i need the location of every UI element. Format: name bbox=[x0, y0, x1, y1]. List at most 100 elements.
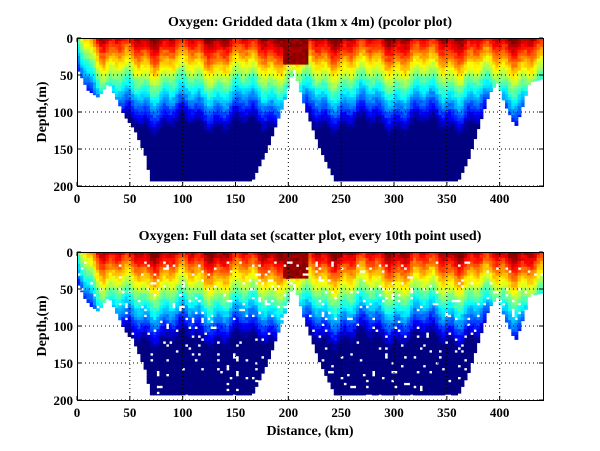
heat-cell bbox=[327, 46, 332, 51]
heat-cell bbox=[118, 41, 122, 45]
heat-cell bbox=[416, 55, 420, 60]
heat-cell bbox=[146, 153, 151, 157]
heat-cell bbox=[387, 117, 392, 122]
heat-cell bbox=[317, 100, 322, 104]
heat-cell bbox=[454, 112, 458, 116]
heat-cell bbox=[254, 159, 259, 163]
heat-cell bbox=[324, 43, 329, 48]
heat-cell bbox=[400, 82, 405, 86]
heat-cell bbox=[184, 168, 189, 172]
heat-cell bbox=[416, 135, 420, 140]
heat-cell bbox=[406, 168, 411, 172]
heat-cell bbox=[330, 135, 335, 140]
heat-cell bbox=[327, 76, 332, 81]
heat-cell bbox=[213, 91, 218, 95]
heat-cell bbox=[219, 112, 224, 116]
heat-cell bbox=[409, 168, 414, 172]
heat-cell bbox=[213, 168, 218, 172]
heat-cell bbox=[99, 79, 103, 83]
heat-cell bbox=[260, 85, 265, 89]
heat-cell bbox=[207, 64, 211, 69]
heat-cell bbox=[406, 52, 411, 57]
heat-cell bbox=[346, 76, 351, 81]
heat-cell bbox=[336, 129, 341, 134]
heat-cell bbox=[168, 156, 173, 160]
heat-cell bbox=[181, 43, 186, 48]
heat-cell bbox=[229, 174, 233, 178]
heat-cell bbox=[210, 73, 214, 78]
heat-cell bbox=[419, 126, 424, 131]
heat-cell bbox=[403, 144, 408, 149]
heat-cell bbox=[248, 103, 252, 107]
heat-cell bbox=[188, 138, 192, 143]
heat-cell bbox=[143, 41, 148, 45]
heat-cell bbox=[308, 97, 313, 101]
heat-cell bbox=[406, 171, 411, 175]
heat-cell bbox=[311, 70, 316, 75]
heat-cell bbox=[248, 82, 252, 86]
heat-cell bbox=[80, 49, 84, 54]
heat-cell bbox=[441, 97, 446, 101]
heat-cell bbox=[327, 85, 332, 89]
heat-cell bbox=[324, 138, 329, 143]
heat-cell bbox=[352, 129, 357, 134]
heat-cell bbox=[241, 177, 246, 181]
heat-cell bbox=[270, 94, 275, 98]
heat-cell bbox=[416, 103, 420, 107]
heat-cell bbox=[238, 156, 243, 160]
heat-cell bbox=[203, 55, 208, 60]
heat-cell bbox=[165, 103, 170, 107]
heat-cell bbox=[378, 97, 382, 101]
heat-cell bbox=[381, 85, 386, 89]
heat-cell bbox=[406, 132, 411, 137]
heat-cell bbox=[368, 70, 373, 75]
heat-cell bbox=[254, 64, 259, 69]
heat-cell bbox=[207, 109, 211, 113]
heat-cell bbox=[134, 109, 138, 113]
heat-cell bbox=[235, 58, 240, 63]
heat-cell bbox=[200, 88, 205, 92]
heat-cell bbox=[165, 55, 170, 60]
heat-cell bbox=[394, 109, 398, 113]
heat-cell bbox=[140, 91, 145, 95]
heat-cell bbox=[251, 141, 256, 146]
heat-cell bbox=[203, 174, 208, 178]
heat-cell bbox=[359, 88, 363, 92]
heat-cell bbox=[311, 117, 316, 122]
heat-cell bbox=[184, 67, 189, 72]
heat-cell bbox=[432, 88, 436, 92]
heat-cell bbox=[308, 70, 313, 75]
heat-cell bbox=[305, 58, 309, 63]
heat-cell bbox=[96, 64, 100, 69]
heat-cell bbox=[451, 61, 455, 66]
heat-cell bbox=[276, 70, 281, 75]
heat-cell bbox=[165, 46, 170, 51]
heat-cell bbox=[279, 46, 284, 51]
heat-cell bbox=[321, 79, 325, 83]
heat-cell bbox=[86, 41, 91, 45]
heat-cell bbox=[178, 129, 183, 134]
heat-cell bbox=[384, 41, 389, 45]
heat-cell bbox=[216, 147, 221, 152]
heat-cell bbox=[349, 156, 354, 160]
heat-cell bbox=[216, 61, 221, 66]
heat-cell bbox=[463, 41, 468, 45]
heat-cell bbox=[254, 38, 259, 42]
heat-cell bbox=[317, 58, 322, 63]
heat-cell bbox=[409, 165, 414, 169]
heat-cell bbox=[397, 64, 401, 69]
heat-cell bbox=[375, 58, 379, 63]
heat-cell bbox=[111, 76, 116, 81]
heat-cell bbox=[96, 41, 100, 45]
heat-cell bbox=[168, 112, 173, 116]
heat-cell bbox=[311, 120, 316, 125]
heat-cell bbox=[308, 112, 313, 116]
heat-cell bbox=[140, 76, 145, 81]
heat-cell bbox=[375, 103, 379, 107]
heat-cell bbox=[428, 115, 433, 119]
heat-cell bbox=[184, 165, 189, 169]
heat-cell bbox=[428, 88, 433, 92]
heat-cell bbox=[181, 61, 186, 66]
heat-cell bbox=[245, 49, 249, 54]
heat-cell bbox=[134, 126, 138, 131]
